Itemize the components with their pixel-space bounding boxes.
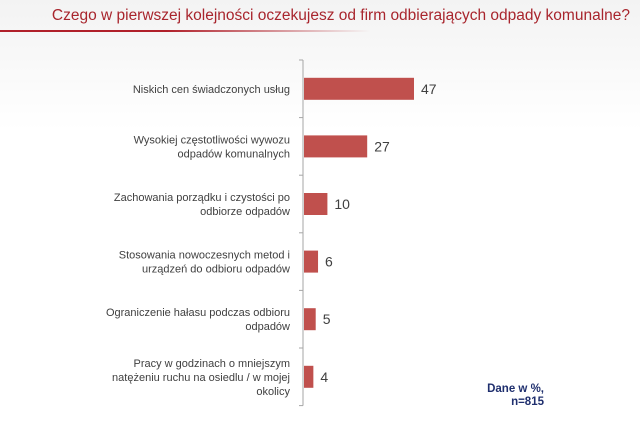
bar (304, 250, 319, 273)
category-label: odpadów komunalnych (177, 148, 290, 160)
data-label: 47 (421, 81, 437, 97)
category-label: odbiorze odpadów (200, 206, 290, 218)
bar (304, 135, 368, 158)
bar (304, 193, 328, 215)
chart-title: Czego w pierwszej kolejności oczekujesz … (51, 7, 630, 24)
bar (304, 308, 316, 331)
data-note: Dane w %, n=815 (487, 383, 544, 409)
category-label: Wysokiej częstotliwości wywozu (134, 134, 290, 146)
category-label: Niskich cen świadczonych usług (133, 84, 290, 96)
note-sample-size: n=815 (511, 396, 544, 408)
data-label: 5 (323, 311, 331, 327)
category-label: okolicy (256, 386, 290, 398)
data-label: 10 (334, 196, 350, 212)
category-label: natężeniu ruchu na osiedlu / w mojej (112, 372, 290, 384)
bar (304, 365, 314, 388)
title-underline (0, 30, 370, 32)
bar (304, 77, 414, 100)
data-label: 6 (325, 254, 333, 270)
category-label: Zachowania porządku i czystości po (114, 192, 290, 204)
category-label: Pracy w godzinach o mniejszym (133, 358, 290, 370)
category-label: Ograniczenie hałasu podczas odbioru (106, 307, 290, 319)
data-label: 27 (374, 138, 390, 154)
data-label: 4 (320, 369, 328, 385)
category-label: odpadów (245, 321, 290, 333)
category-label: urządzeń do odbioru odpadów (142, 264, 290, 276)
category-label: Stosowania nowoczesnych metod i (119, 250, 290, 262)
note-unit: Dane w %, (487, 383, 544, 395)
